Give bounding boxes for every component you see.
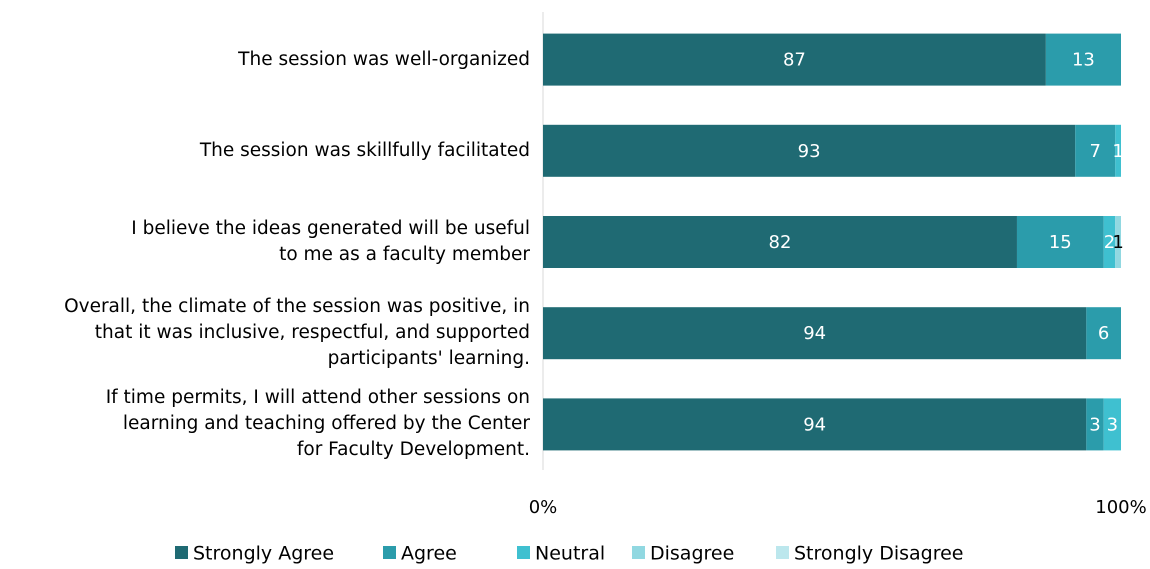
- data-label: 3: [1107, 414, 1118, 435]
- data-label: 3: [1089, 414, 1100, 435]
- x-tick-label: 0%: [529, 497, 558, 518]
- data-label: 93: [798, 141, 821, 162]
- data-label: 1: [1112, 232, 1123, 253]
- legend-swatch: [383, 546, 396, 559]
- data-label: 6: [1098, 323, 1109, 344]
- data-label: 13: [1072, 50, 1095, 71]
- legend-swatch: [517, 546, 530, 559]
- legend-swatch: [776, 546, 789, 559]
- data-label: 2: [1104, 232, 1115, 253]
- category-label: The session was well-organized: [238, 48, 530, 70]
- bar-segment: [1103, 398, 1121, 451]
- data-label: 87: [783, 50, 806, 71]
- category-label: The session was skillfully facilitated: [199, 139, 530, 161]
- legend-label: Neutral: [535, 543, 605, 565]
- x-tick-label: 100%: [1095, 497, 1146, 518]
- bar-segment: [543, 33, 1046, 86]
- category-label: If time permits, I will attend other ses…: [105, 387, 530, 461]
- data-label: 7: [1090, 141, 1101, 162]
- bar-segment: [1103, 216, 1116, 268]
- bar-segment: [1115, 124, 1121, 177]
- bar-segment: [1115, 216, 1121, 268]
- bar-segment: [543, 307, 1087, 360]
- data-label: 94: [803, 414, 826, 435]
- data-label: 94: [803, 323, 826, 344]
- bar-segment: [543, 398, 1087, 451]
- legend-swatch: [175, 546, 188, 559]
- data-label: 82: [769, 232, 792, 253]
- category-label: I believe the ideas generated will be us…: [131, 218, 530, 265]
- legend-swatch: [632, 546, 645, 559]
- bar-segment: [1086, 398, 1104, 451]
- data-label: 15: [1049, 232, 1072, 253]
- legend-label: Strongly Disagree: [794, 543, 963, 565]
- legend-label: Agree: [401, 543, 457, 565]
- bar-segment: [1016, 216, 1104, 268]
- bar-segment: [543, 124, 1076, 177]
- bar-segment: [543, 216, 1017, 268]
- legend-label: Strongly Agree: [193, 543, 334, 565]
- data-label: 1: [1112, 141, 1123, 162]
- bar-segment: [1086, 307, 1121, 360]
- legend-label: Disagree: [650, 543, 734, 565]
- category-label: Overall, the climate of the session was …: [64, 296, 530, 370]
- bar-segment: [1045, 33, 1121, 86]
- bar-segment: [1075, 124, 1116, 177]
